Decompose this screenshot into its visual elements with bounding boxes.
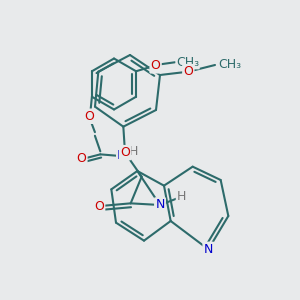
Text: O: O [76,152,86,165]
Text: CH₃: CH₃ [176,56,199,69]
Text: CH₃: CH₃ [218,58,241,71]
Text: N: N [117,149,127,162]
Text: O: O [94,200,104,212]
Text: N: N [155,199,165,212]
Text: H: H [129,145,138,158]
Text: O: O [120,146,130,159]
Text: O: O [151,59,160,72]
Text: O: O [183,65,193,78]
Text: H: H [177,190,186,203]
Text: O: O [84,110,94,123]
Text: N: N [204,243,213,256]
